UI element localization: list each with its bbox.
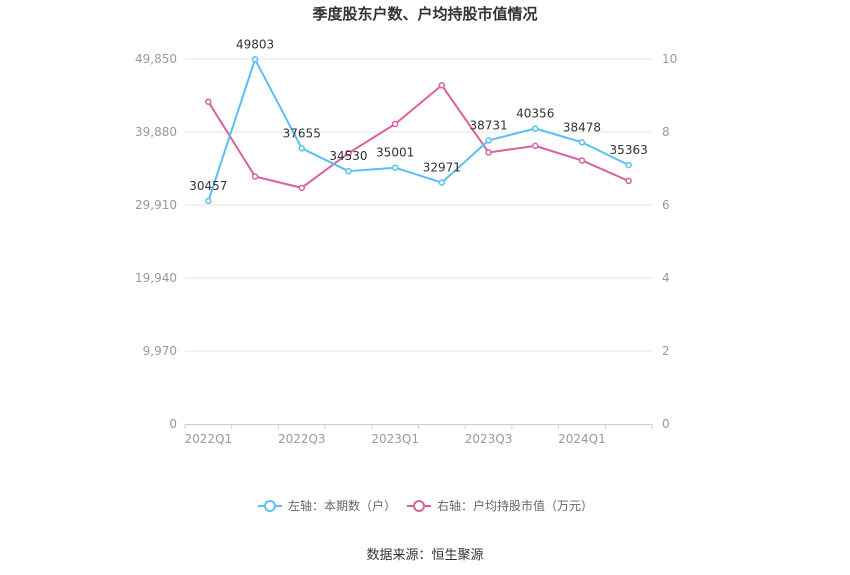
data-point[interactable] <box>532 125 539 132</box>
legend[interactable]: 左轴：本期数（户） 右轴：户均持股市值（万元） <box>258 498 593 513</box>
right-tick-label: 2 <box>662 344 670 358</box>
data-point[interactable] <box>205 98 212 105</box>
right-tick-label: 4 <box>662 271 670 285</box>
x-tick-label: 2022Q1 <box>185 432 233 446</box>
series-line <box>207 84 630 189</box>
legend-marker <box>413 500 425 512</box>
data-point[interactable] <box>345 167 352 175</box>
data-point[interactable] <box>438 179 446 186</box>
legend-marker <box>264 500 276 512</box>
source-note: 数据来源：恒生聚源 <box>366 548 483 563</box>
data-label: 49803 <box>236 37 274 51</box>
series-right <box>205 82 632 192</box>
data-label: 34530 <box>329 149 367 163</box>
left-tick-label: 0 <box>169 417 177 431</box>
data-point[interactable] <box>391 164 399 171</box>
data-point[interactable] <box>438 82 446 89</box>
data-point[interactable] <box>532 142 539 150</box>
data-label: 38731 <box>469 118 507 132</box>
data-point[interactable] <box>205 197 212 205</box>
right-tick-label: 8 <box>662 125 670 139</box>
left-tick-label: 39,880 <box>135 125 177 139</box>
x-tick-label: 2022Q3 <box>278 432 326 446</box>
right-axis: 0 2 4 6 8 10 <box>662 52 677 431</box>
data-point[interactable] <box>578 139 586 146</box>
series-layer: 30457 49803 37655 34530 35001 32971 38731 40356… <box>189 37 648 205</box>
chart-title: 季度股东户数、户均持股市值情况 <box>312 5 537 23</box>
data-label: 35363 <box>610 143 648 157</box>
x-tick-label: 2024Q1 <box>558 432 606 446</box>
data-point[interactable] <box>625 177 632 185</box>
data-point[interactable] <box>251 173 259 180</box>
x-tick-label: 2023Q1 <box>371 432 419 446</box>
data-point[interactable] <box>391 120 399 128</box>
data-point[interactable] <box>251 56 259 63</box>
data-label: 37655 <box>283 126 321 140</box>
left-tick-label: 9,970 <box>143 344 177 358</box>
data-point[interactable] <box>298 184 305 192</box>
left-axis: 0 9,970 19,940 29,910 39,880 49,850 <box>135 52 177 431</box>
data-point[interactable] <box>578 157 586 164</box>
right-tick-label: 0 <box>662 417 670 431</box>
left-tick-label: 19,940 <box>135 271 177 285</box>
legend-item[interactable]: 左轴：本期数（户） <box>258 498 396 513</box>
legend-label: 右轴：户均持股市值（万元） <box>437 498 593 513</box>
data-point[interactable] <box>485 149 492 156</box>
data-label: 32971 <box>423 161 461 175</box>
data-point[interactable] <box>625 161 632 169</box>
right-tick-label: 10 <box>662 52 677 66</box>
x-tick-label: 2023Q3 <box>465 432 513 446</box>
series-line <box>207 58 630 202</box>
gridlines <box>185 58 652 352</box>
left-tick-label: 29,910 <box>135 198 177 212</box>
data-label: 30457 <box>189 179 227 193</box>
right-tick-label: 6 <box>662 198 670 212</box>
data-label: 38478 <box>563 120 601 134</box>
x-axis: 2022Q1 2022Q3 2023Q1 2023Q3 2024Q1 <box>184 424 653 446</box>
series-left: 30457 49803 37655 34530 35001 32971 38731 40356… <box>189 37 648 205</box>
data-point[interactable] <box>485 137 492 144</box>
legend-label: 左轴：本期数（户） <box>288 498 396 513</box>
data-point[interactable] <box>345 149 352 157</box>
legend-item[interactable]: 右轴：户均持股市值（万元） <box>407 498 593 513</box>
data-label: 40356 <box>516 107 554 121</box>
data-point[interactable] <box>298 145 305 152</box>
left-tick-label: 49,850 <box>135 52 177 66</box>
data-label: 35001 <box>376 146 414 160</box>
